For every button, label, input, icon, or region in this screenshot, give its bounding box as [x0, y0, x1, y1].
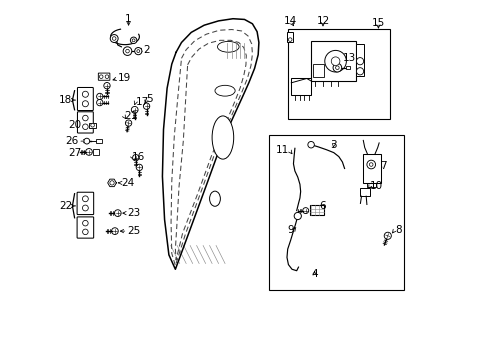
- FancyBboxPatch shape: [77, 87, 93, 111]
- Ellipse shape: [209, 191, 220, 206]
- Text: 3: 3: [330, 140, 336, 150]
- Circle shape: [307, 141, 314, 148]
- Circle shape: [85, 149, 92, 155]
- Bar: [355, 44, 363, 76]
- Ellipse shape: [212, 116, 233, 159]
- Circle shape: [130, 37, 137, 44]
- Text: 22: 22: [59, 201, 72, 211]
- Circle shape: [356, 68, 363, 75]
- Circle shape: [125, 49, 129, 53]
- Circle shape: [136, 164, 142, 171]
- Circle shape: [82, 205, 88, 211]
- Circle shape: [132, 39, 135, 42]
- Text: 5: 5: [146, 94, 153, 104]
- Ellipse shape: [217, 41, 239, 52]
- Circle shape: [302, 208, 308, 213]
- Text: 17: 17: [136, 96, 149, 107]
- Text: 11: 11: [276, 145, 289, 156]
- Text: 12: 12: [316, 16, 329, 26]
- Bar: [268, 135, 403, 290]
- Text: 18: 18: [59, 95, 72, 105]
- Text: 10: 10: [369, 181, 382, 192]
- Text: 9: 9: [287, 225, 294, 235]
- FancyBboxPatch shape: [98, 73, 110, 80]
- Text: 4: 4: [311, 269, 317, 279]
- Circle shape: [103, 82, 110, 89]
- Circle shape: [91, 123, 94, 127]
- Circle shape: [97, 93, 103, 100]
- FancyBboxPatch shape: [77, 192, 94, 215]
- Bar: [89, 123, 96, 128]
- Ellipse shape: [215, 85, 235, 96]
- Circle shape: [384, 232, 390, 239]
- Text: 26: 26: [65, 136, 78, 146]
- Circle shape: [132, 154, 139, 161]
- Circle shape: [99, 75, 103, 78]
- Circle shape: [123, 47, 132, 55]
- Bar: [287, 29, 389, 119]
- Bar: [359, 188, 369, 196]
- Text: 19: 19: [118, 73, 131, 84]
- Circle shape: [137, 50, 140, 53]
- Circle shape: [356, 58, 363, 65]
- Text: 8: 8: [394, 225, 401, 235]
- Text: 24: 24: [121, 178, 134, 188]
- Text: 7: 7: [380, 161, 386, 171]
- Circle shape: [110, 181, 114, 185]
- FancyBboxPatch shape: [77, 112, 93, 133]
- Circle shape: [112, 37, 116, 40]
- Text: 20: 20: [68, 120, 81, 130]
- Circle shape: [82, 115, 88, 121]
- Text: 27: 27: [68, 148, 81, 158]
- Bar: [310, 41, 355, 81]
- Circle shape: [82, 124, 88, 130]
- Text: 15: 15: [371, 18, 384, 28]
- Bar: [363, 154, 380, 183]
- Circle shape: [368, 163, 372, 166]
- Circle shape: [294, 212, 301, 220]
- Text: 14: 14: [284, 16, 297, 26]
- Text: 13: 13: [342, 53, 355, 63]
- Circle shape: [335, 66, 339, 69]
- Bar: [346, 66, 349, 69]
- Circle shape: [366, 160, 375, 169]
- Circle shape: [330, 57, 339, 66]
- Bar: [92, 149, 99, 155]
- Circle shape: [332, 63, 341, 72]
- Text: 23: 23: [127, 208, 141, 218]
- Circle shape: [82, 101, 88, 107]
- Bar: [96, 139, 102, 143]
- Bar: [309, 205, 323, 215]
- Circle shape: [82, 196, 88, 202]
- Circle shape: [82, 91, 88, 97]
- Circle shape: [134, 48, 142, 55]
- Bar: [291, 78, 310, 95]
- Circle shape: [110, 35, 118, 42]
- Circle shape: [114, 210, 121, 216]
- Circle shape: [111, 228, 118, 234]
- Circle shape: [131, 107, 138, 113]
- Text: 25: 25: [127, 226, 141, 236]
- Text: 2: 2: [142, 45, 149, 55]
- FancyBboxPatch shape: [77, 217, 94, 238]
- Circle shape: [97, 99, 103, 106]
- Text: 16: 16: [132, 152, 145, 162]
- Circle shape: [82, 229, 88, 235]
- Circle shape: [143, 103, 149, 109]
- Circle shape: [125, 120, 131, 126]
- Circle shape: [105, 75, 108, 78]
- Text: 21: 21: [123, 111, 137, 121]
- Text: 6: 6: [319, 201, 325, 211]
- Circle shape: [82, 220, 88, 226]
- Circle shape: [288, 38, 291, 41]
- Bar: [286, 32, 293, 42]
- Circle shape: [324, 50, 346, 72]
- Bar: [312, 64, 323, 77]
- Text: 1: 1: [125, 14, 132, 24]
- Circle shape: [84, 138, 89, 144]
